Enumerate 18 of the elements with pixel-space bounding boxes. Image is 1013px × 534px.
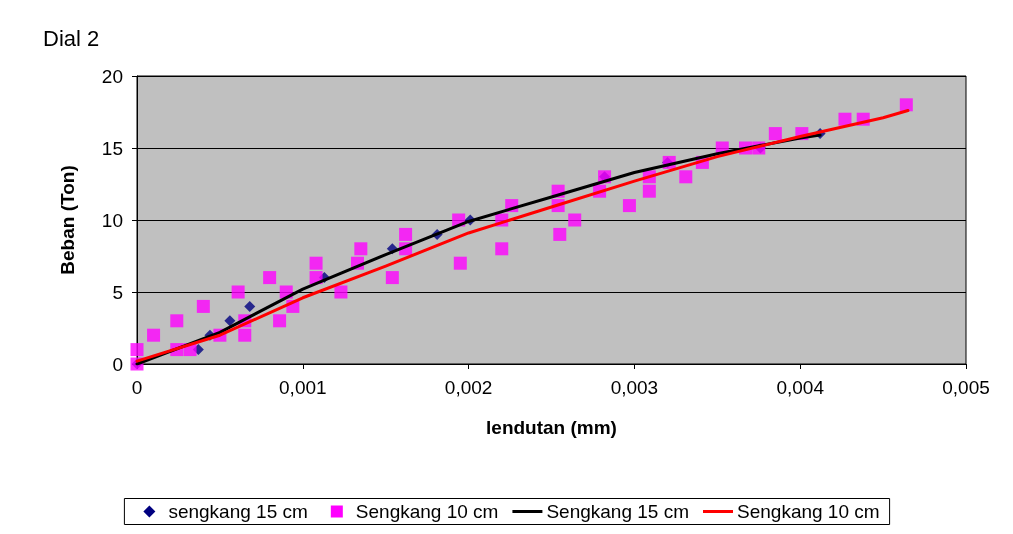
legend-label: sengkang 15 cm xyxy=(168,501,308,522)
y-tick-label: 5 xyxy=(112,281,123,303)
x-tick-label: 0 xyxy=(131,377,143,398)
y-tick-label: 0 xyxy=(112,353,123,375)
x-tick-label: 0,003 xyxy=(610,377,659,398)
legend-label: Sengkang 10 cm xyxy=(355,501,499,522)
x-axis-title: lendutan (mm) xyxy=(486,417,617,438)
y-axis-title: Beban (Ton) xyxy=(57,165,78,275)
legend-label: Sengkang 10 cm xyxy=(737,501,880,522)
x-tick-label: 0,001 xyxy=(279,377,327,398)
y-tick-label: 10 xyxy=(101,209,123,231)
chart-title: Dial 2 xyxy=(43,25,100,51)
y-tick-label: 15 xyxy=(101,137,123,159)
x-tick-label: 0,002 xyxy=(444,377,493,398)
x-tick-label: 0,004 xyxy=(776,377,825,398)
x-tick-label: 0,005 xyxy=(942,377,990,398)
y-tick-label: 20 xyxy=(101,65,123,87)
legend-label: Sengkang 15 cm xyxy=(546,501,690,522)
